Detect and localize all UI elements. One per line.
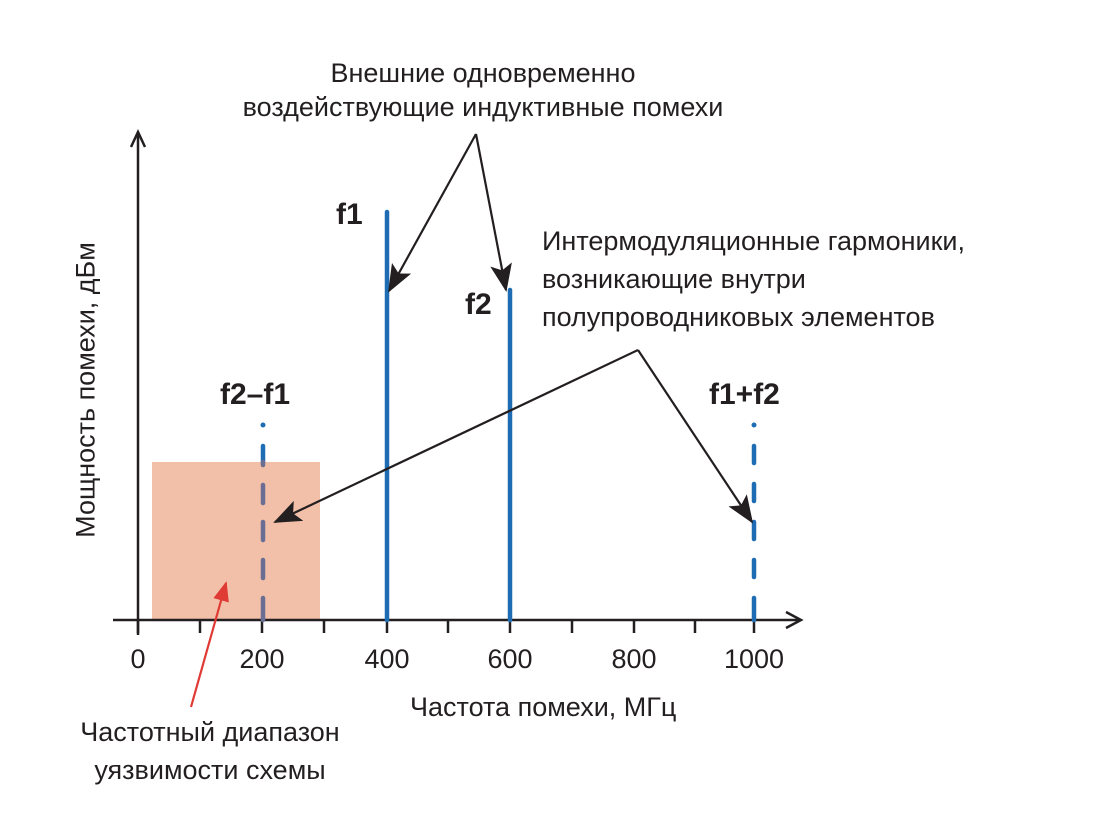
- vulnerability-band: [152, 462, 320, 620]
- external-interference-pointer: [388, 133, 512, 293]
- right-annotation: Интермодуляционные гармоники, возникающи…: [542, 222, 965, 336]
- x-tick-1000: 1000: [723, 644, 785, 674]
- intermodulation-pointer: [273, 349, 754, 524]
- f1-plus-f2-label: f1+f2: [709, 378, 780, 411]
- f1-label: f1: [336, 198, 363, 231]
- right-annotation-line2: возникающие внутри: [542, 264, 806, 294]
- f2-minus-f1-label: f2–f1: [220, 378, 291, 411]
- x-tick-600: 600: [487, 644, 533, 674]
- y-axis: [129, 129, 147, 635]
- x-tick-200: 200: [239, 644, 285, 674]
- vulnerability-pointer: [189, 581, 229, 708]
- f2-label: f2: [465, 288, 492, 321]
- bottom-annotation: Частотный диапазон уязвимости схемы: [40, 713, 380, 789]
- top-annotation-line1: Внешние одновременно: [330, 58, 636, 88]
- x-tick-800: 800: [611, 644, 657, 674]
- top-annotation: Внешние одновременно воздействующие инду…: [188, 56, 778, 124]
- right-annotation-line1: Интермодуляционные гармоники,: [542, 226, 965, 256]
- right-annotation-line3: полупроводниковых элементов: [542, 302, 935, 332]
- x-tick-0: 0: [130, 644, 146, 674]
- y-axis-label: Мощность помехи, дБм: [70, 242, 101, 538]
- bottom-annotation-line2: уязвимости схемы: [94, 755, 326, 785]
- x-axis-label: Частота помехи, МГц: [410, 692, 677, 722]
- f2-minus-f1-line: [260, 422, 266, 623]
- x-tick-400: 400: [364, 644, 410, 674]
- bottom-annotation-line1: Частотный диапазон: [80, 717, 340, 747]
- top-annotation-line2: воздействующие индуктивные помехи: [242, 92, 724, 122]
- f1-plus-f2-line: [751, 422, 757, 623]
